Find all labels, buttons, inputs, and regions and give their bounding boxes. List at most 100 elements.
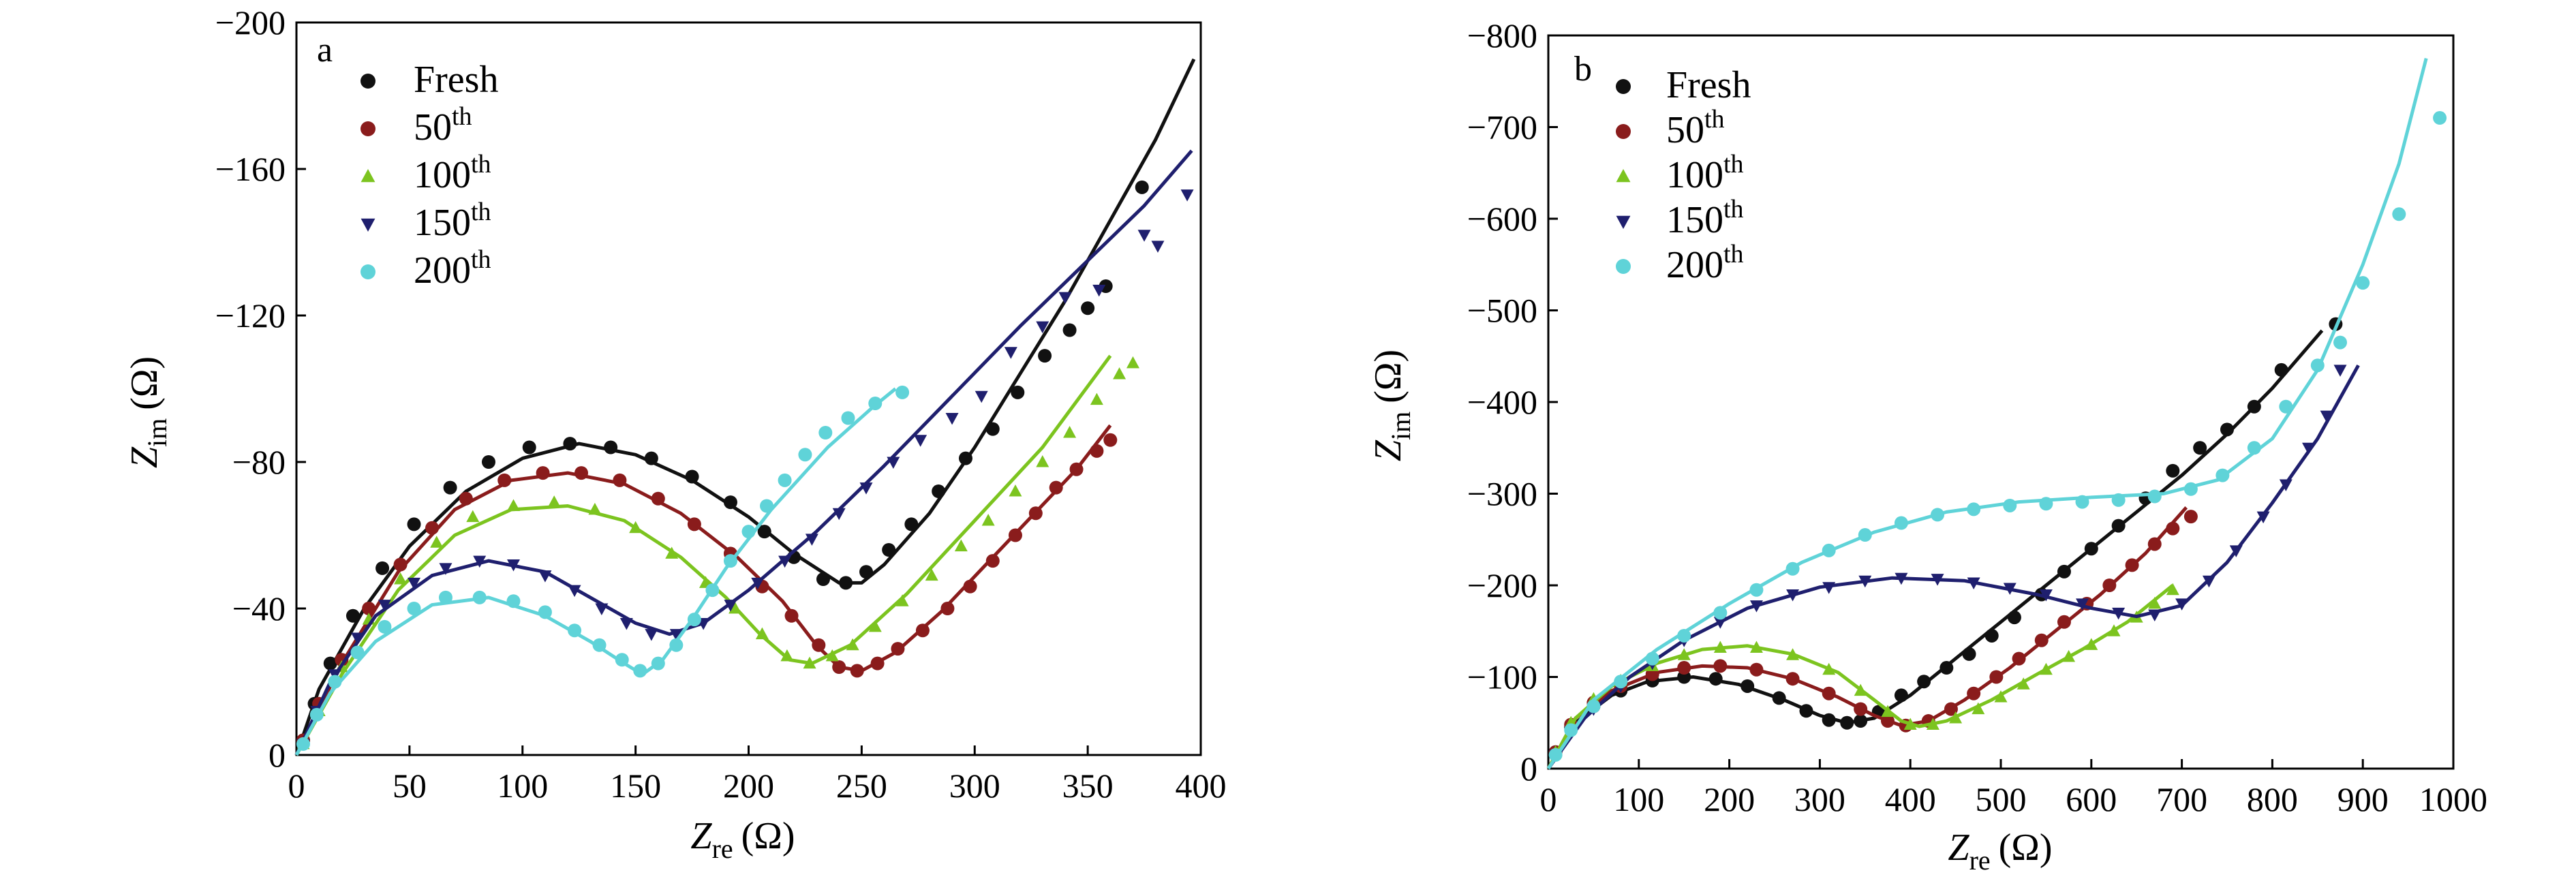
data-point <box>506 499 520 511</box>
data-point <box>1036 321 1049 334</box>
data-point <box>2102 579 2117 592</box>
data-point <box>925 568 938 581</box>
y-tick-label: −300 <box>1467 475 1537 513</box>
data-point <box>1564 723 1578 737</box>
data-point <box>1799 704 1813 718</box>
data-point <box>859 482 873 495</box>
data-point <box>1004 347 1017 359</box>
data-point <box>904 517 919 531</box>
data-point <box>825 649 839 662</box>
data-point <box>2215 468 2230 482</box>
data-point <box>2320 410 2333 423</box>
data-point <box>1741 679 1755 693</box>
data-point <box>985 422 1000 436</box>
data-point <box>1009 484 1022 497</box>
data-point <box>394 572 408 585</box>
data-point <box>362 602 376 615</box>
data-point <box>1786 589 1800 602</box>
data-point <box>2247 399 2261 414</box>
data-point <box>2085 638 2098 650</box>
data-point <box>818 426 833 440</box>
legend-label: 150th <box>414 198 491 244</box>
data-point <box>2125 558 2139 572</box>
data-point <box>705 583 720 598</box>
data-point <box>1586 699 1601 713</box>
data-point <box>975 390 988 403</box>
legend-item: 50th <box>361 102 472 149</box>
x-tick-label: 800 <box>2247 780 2298 818</box>
x-tick-label: 400 <box>1885 780 1936 818</box>
data-point <box>2229 545 2243 557</box>
y-tick-label: −600 <box>1467 200 1537 238</box>
y-tick-labels-a: 0 −40 −80 −120 −160 −200 <box>215 3 286 774</box>
legend-label: 100th <box>414 150 491 196</box>
data-point <box>309 707 324 722</box>
data-point <box>615 653 629 667</box>
data-point <box>1822 662 1836 675</box>
legend-item: 150th <box>361 198 491 244</box>
data-point <box>963 579 977 593</box>
data-point <box>588 502 602 515</box>
legend-marker <box>361 121 375 136</box>
data-point <box>816 572 830 586</box>
data-point <box>669 629 683 641</box>
data-point <box>2062 649 2076 662</box>
panel-label-b: b <box>1574 50 1592 89</box>
fit-line <box>1546 584 2174 770</box>
data-point <box>497 473 512 487</box>
data-point <box>1038 349 1052 363</box>
data-point <box>2183 482 2198 496</box>
x-tick-label: 150 <box>610 767 661 805</box>
data-point <box>1713 659 1728 673</box>
data-point <box>1931 508 1945 522</box>
data-point <box>393 557 408 572</box>
data-point <box>438 590 453 604</box>
legend-marker <box>1616 215 1631 229</box>
data-point <box>1126 356 1139 369</box>
data-point <box>2247 441 2261 455</box>
data-point <box>1677 648 1691 660</box>
data-point <box>1917 675 1931 689</box>
data-point <box>832 660 846 674</box>
data-point <box>2147 489 2162 504</box>
data-point <box>1962 647 1976 661</box>
y-tick-label: 0 <box>269 736 286 774</box>
data-point <box>1931 574 1944 586</box>
data-point <box>2034 633 2049 647</box>
data-point <box>1548 747 1563 762</box>
data-point <box>481 455 495 469</box>
x-axis-label-a: Zre (Ω) <box>690 815 795 864</box>
legend-item: 100th <box>361 150 491 196</box>
x-tick-labels-b: 0 100 200 300 400 500 600 700 800 900 1000 <box>1540 780 2488 818</box>
fit-line <box>1546 57 2428 770</box>
data-point <box>613 473 627 487</box>
data-point <box>2310 358 2325 373</box>
x-tick-label: 400 <box>1176 767 1227 805</box>
data-point <box>1069 462 1084 476</box>
data-point <box>425 521 440 535</box>
data-point <box>1081 301 1095 315</box>
data-point <box>741 525 756 539</box>
data-point <box>378 619 392 634</box>
data-point <box>1939 661 1954 675</box>
data-point <box>2057 564 2071 579</box>
data-point <box>1994 690 2008 703</box>
x-tick-label: 300 <box>1794 780 1845 818</box>
legend-marker <box>1616 124 1631 139</box>
data-point <box>443 480 457 495</box>
data-point <box>1113 367 1126 380</box>
data-point <box>1786 648 1800 660</box>
series-100th <box>1546 583 2179 770</box>
legend-label: 200th <box>1666 240 1744 286</box>
panel-label-a: a <box>317 31 333 70</box>
data-point <box>2193 441 2207 455</box>
data-point <box>296 737 310 751</box>
legend-label: Fresh <box>414 59 498 101</box>
data-point <box>914 435 927 447</box>
data-point <box>1090 392 1103 405</box>
y-tick-label: −700 <box>1467 108 1537 146</box>
data-point <box>723 554 737 568</box>
data-point <box>2302 442 2316 455</box>
data-point <box>1135 180 1149 194</box>
